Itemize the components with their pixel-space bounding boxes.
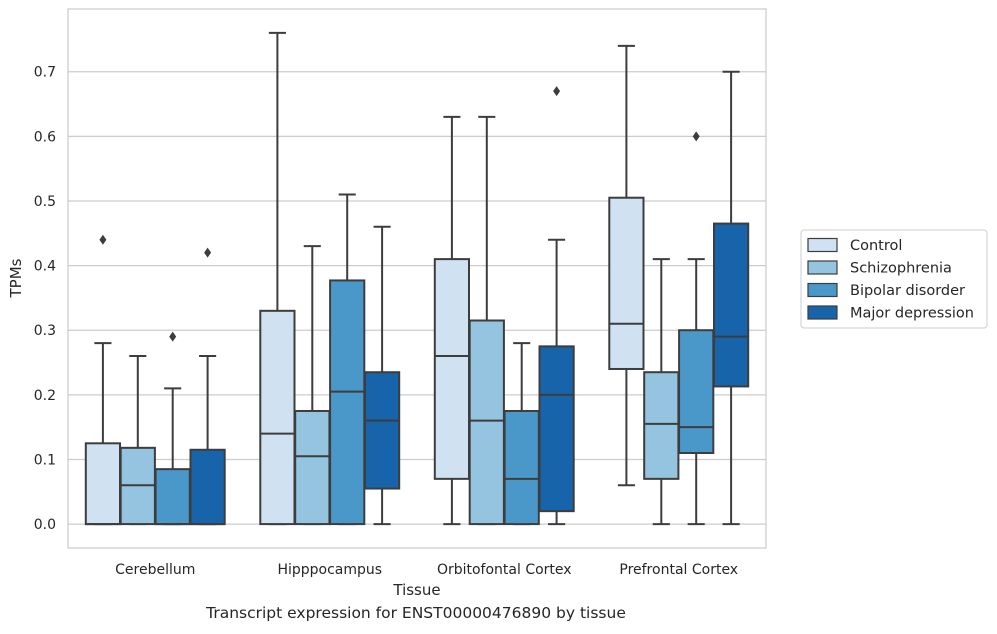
chart-caption: Transcript expression for ENST0000047689… <box>206 604 626 622</box>
box-group <box>433 115 471 526</box>
box-group <box>363 225 401 526</box>
outlier-point <box>553 86 561 97</box>
iqr-box <box>433 258 471 480</box>
box-group <box>84 234 122 526</box>
legend-label: Schizophrenia <box>850 261 952 277</box>
legend-label: Bipolar disorder <box>850 283 965 299</box>
box-group <box>538 86 575 526</box>
iqr-box <box>643 371 680 480</box>
y-axis-label: TPMs <box>7 258 25 298</box>
outlier-point <box>99 234 107 245</box>
x-tick-label: Cerebellum <box>115 562 195 578</box>
iqr-box <box>503 409 540 526</box>
iqr-box <box>468 319 505 526</box>
legend-label: Major depression <box>850 306 974 322</box>
legend-swatch <box>807 282 838 298</box>
iqr-box <box>608 196 645 370</box>
plot-frame <box>67 8 767 549</box>
y-tick-label: 0.5 <box>34 194 56 210</box>
box-group <box>608 44 645 487</box>
y-tick-label: 0.2 <box>34 388 56 404</box>
box-group <box>154 331 191 526</box>
box-layer <box>84 31 750 526</box>
y-tick-label: 0.0 <box>34 517 56 533</box>
box-group <box>503 342 540 526</box>
y-tick-label: 0.7 <box>34 65 56 81</box>
legend: Control Schizophrenia Bipolar disorder Majo… <box>800 229 988 329</box>
iqr-box <box>259 309 296 526</box>
box-group <box>294 245 331 526</box>
y-tick-labels: 0.0 0.1 0.2 0.3 0.4 0.5 0.6 0.7 <box>34 65 56 533</box>
iqr-box <box>329 279 366 526</box>
iqr-box <box>189 448 226 526</box>
iqr-box <box>154 468 191 526</box>
iqr-box <box>84 442 122 526</box>
box-group <box>468 115 505 526</box>
iqr-box <box>294 409 331 526</box>
x-tick-label: Hipppocampus <box>277 562 382 578</box>
iqr-box <box>363 371 401 490</box>
legend-swatch <box>807 260 838 275</box>
iqr-box <box>678 329 715 454</box>
outlier-point <box>204 247 212 258</box>
x-axis-label: Tissue <box>392 581 440 599</box>
outlier-point <box>169 331 177 342</box>
x-tick-label: Orbitofontal Cortex <box>437 562 572 578</box>
legend-swatch <box>807 237 838 253</box>
box-group <box>712 70 750 526</box>
y-tick-label: 0.4 <box>34 259 56 275</box>
x-tick-labels: Cerebellum Hipppocampus Orbitofontal Corte… <box>115 562 738 578</box>
box-group <box>643 258 680 526</box>
iqr-box <box>712 222 750 388</box>
legend-label: Control <box>850 238 902 254</box>
x-tick-label: Prefrontal Cortex <box>619 562 738 578</box>
box-group <box>119 355 156 526</box>
box-group <box>329 193 366 526</box>
legend-frame <box>800 229 988 329</box>
gridlines <box>68 71 766 525</box>
iqr-box <box>538 345 575 513</box>
y-tick-label: 0.1 <box>34 452 56 468</box>
box-group <box>189 247 226 526</box>
box-group <box>259 31 296 526</box>
outlier-point <box>692 131 700 142</box>
y-tick-label: 0.6 <box>34 129 56 145</box>
box-group <box>678 131 715 526</box>
legend-swatch <box>807 305 838 320</box>
y-tick-label: 0.3 <box>34 323 56 339</box>
